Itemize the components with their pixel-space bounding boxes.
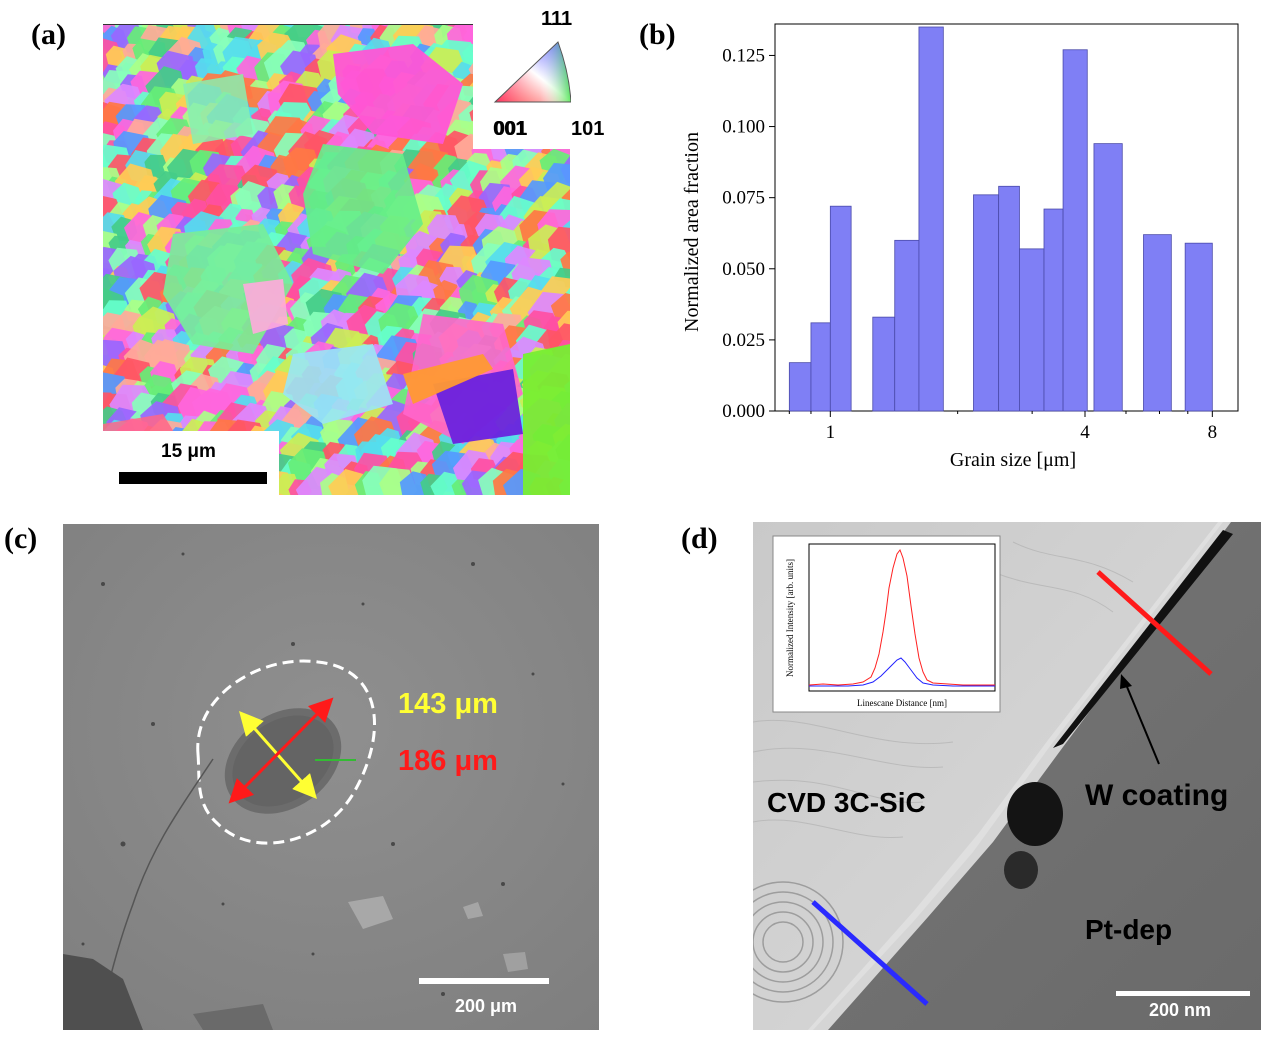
tem-image: Normalized Intensity [arb. units] Linesc…	[753, 522, 1261, 1030]
eds-red-profile	[808, 548, 995, 686]
grain-size-histogram: 0.000 0.025 0.050 0.075 0.100 0.125 1 4 8 Norma…	[681, 23, 1239, 471]
histogram-bar-13	[1143, 234, 1172, 412]
w-coating-line	[1053, 530, 1233, 748]
y-tick-label: 0.125	[722, 45, 765, 66]
scale-bar-c	[419, 978, 549, 984]
y-axis-label: Normalized area fraction	[681, 132, 703, 332]
inset-ylabel: Normalized Intensity [arb. units]	[785, 559, 795, 677]
ipf-label-001-outer: 001	[494, 118, 528, 140]
histogram-bar-10	[1043, 208, 1064, 412]
x-axis-label: Grain size [μm]	[950, 449, 1076, 471]
histogram-bar-6	[918, 26, 944, 412]
y-tick-label: 0.050	[722, 259, 765, 280]
linescan-red	[1096, 570, 1213, 676]
histogram-bar-12	[1093, 143, 1123, 412]
x-tick-label: 8	[1208, 422, 1218, 443]
histogram-bar-9	[1019, 248, 1045, 412]
ipf-label-111: 111	[543, 24, 571, 31]
histogram-bar-5	[894, 239, 920, 412]
ebsd-map	[103, 24, 571, 496]
y-tick-label: 0.000	[722, 401, 765, 422]
ebsd-orientation-map-panel: 111 001 101 15 μm	[103, 24, 571, 496]
histogram-bar-8	[998, 185, 1020, 412]
histogram-bar-14	[1184, 242, 1213, 412]
eds-blue-profile	[809, 657, 995, 687]
histogram-bar-7	[973, 194, 1000, 412]
linescan-blue	[811, 900, 929, 1006]
y-tick-label: 0.075	[722, 188, 765, 209]
scale-bar-a	[119, 472, 267, 484]
panel-label-d: (d)	[681, 522, 718, 555]
y-tick-label: 0.025	[722, 330, 765, 351]
y-tick-label: 0.100	[722, 117, 765, 138]
ipf-label-001: 001	[493, 118, 527, 140]
panel-label-a: (a)	[31, 18, 66, 51]
x-tick-label: 1	[826, 422, 836, 443]
measurement-red-label: 186 μm	[398, 745, 498, 777]
measure-arrow-red	[228, 697, 334, 804]
eds-inset	[772, 535, 1001, 713]
scale-bar-d	[1116, 991, 1250, 996]
histogram-bar-4	[872, 316, 896, 412]
label-pt-dep: Pt-dep	[1085, 914, 1173, 945]
ipf-label-101-outer: 101	[571, 118, 605, 140]
ipf-label-111-outer: 111	[541, 8, 573, 30]
scale-bar-label-d: 200 nm	[1149, 1000, 1212, 1020]
measurement-yellow-label: 143 μm	[398, 688, 498, 720]
sem-image	[63, 524, 599, 1030]
panel-label-b: (b)	[639, 18, 676, 51]
label-w-coating: W coating	[1085, 779, 1229, 812]
sem-image-panel: 143 μm 186 μm 200 μm	[63, 524, 599, 1030]
x-tick-label: 4	[1080, 422, 1090, 443]
label-cvd-sic: CVD 3C-SiC	[767, 787, 926, 818]
tem-image-panel: Normalized Intensity [arb. units] Linesc…	[753, 522, 1261, 1030]
scale-bar-label-c: 200 μm	[455, 996, 518, 1016]
histogram-bar-2	[810, 322, 831, 412]
grain-size-histogram-panel: 0.000 0.025 0.050 0.075 0.100 0.125 1 4 8 Norma…	[650, 0, 1270, 500]
damage-zone-outline	[196, 659, 377, 845]
panel-label-c: (c)	[4, 522, 38, 555]
scale-bar-label-a: 15 μm	[161, 441, 216, 462]
histogram-bar-11	[1062, 49, 1088, 412]
inset-xlabel: Linescane Distance [nm]	[857, 698, 947, 708]
histogram-bar-3	[829, 205, 852, 412]
histogram-bar-1	[788, 362, 812, 412]
grain	[430, 471, 462, 495]
